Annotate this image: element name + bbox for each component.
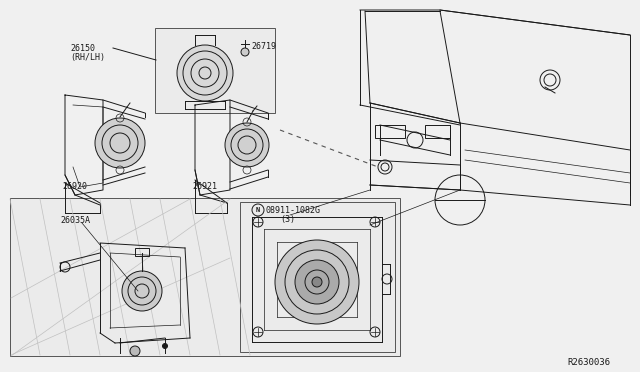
- Text: 26921: 26921: [192, 182, 217, 191]
- Text: R2630036: R2630036: [567, 358, 610, 367]
- Text: N: N: [256, 207, 260, 213]
- Circle shape: [163, 343, 168, 349]
- Text: 26150: 26150: [70, 44, 95, 53]
- Text: 08911-1082G: 08911-1082G: [266, 206, 321, 215]
- Bar: [425, 125, 450, 138]
- Text: 26920: 26920: [62, 182, 87, 191]
- Circle shape: [312, 277, 322, 287]
- Circle shape: [122, 271, 162, 311]
- Circle shape: [275, 240, 359, 324]
- Text: (3): (3): [280, 215, 295, 224]
- Text: 26035A: 26035A: [60, 216, 90, 225]
- Circle shape: [225, 123, 269, 167]
- Circle shape: [295, 260, 339, 304]
- Bar: [240, 202, 395, 352]
- Bar: [135, 248, 149, 256]
- Circle shape: [130, 346, 140, 356]
- Circle shape: [252, 204, 264, 216]
- Bar: [155, 28, 275, 113]
- Circle shape: [95, 118, 145, 168]
- Circle shape: [241, 48, 249, 56]
- Circle shape: [177, 45, 233, 101]
- Bar: [10, 198, 400, 356]
- Text: 26719: 26719: [251, 42, 276, 51]
- Text: (RH/LH): (RH/LH): [70, 53, 105, 62]
- Bar: [375, 125, 405, 138]
